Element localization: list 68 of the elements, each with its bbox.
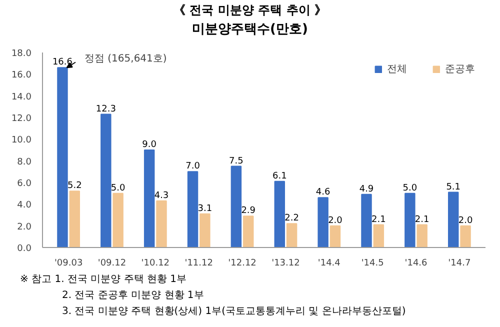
data-label: 9.0 bbox=[142, 140, 157, 150]
bar bbox=[112, 192, 124, 248]
x-tick-label: '11.12 bbox=[184, 258, 213, 268]
data-label: 2.0 bbox=[328, 216, 343, 226]
bar bbox=[230, 166, 242, 248]
y-tick-label: 2.0 bbox=[17, 222, 32, 232]
bar bbox=[361, 194, 372, 248]
text: ※ 참고 1. 전국 미분양 주택 현황 1부 bbox=[19, 273, 188, 287]
bar bbox=[243, 216, 254, 248]
x-tick-label: '14.5 bbox=[361, 258, 384, 268]
bar bbox=[57, 67, 68, 248]
y-tick-label: 10.0 bbox=[11, 136, 32, 146]
data-label: 6.1 bbox=[272, 171, 287, 182]
text: 2. 전국 준공후 미분양 현황 1부 bbox=[61, 289, 205, 303]
bar bbox=[416, 224, 428, 248]
data-label: 5.0 bbox=[402, 183, 418, 194]
bar bbox=[448, 192, 459, 248]
x-tick-label: '13.12 bbox=[272, 258, 300, 268]
x-tick-label: '14.4 bbox=[318, 258, 341, 268]
bar bbox=[373, 224, 384, 248]
bar bbox=[460, 225, 471, 248]
bar bbox=[200, 213, 210, 248]
y-tick-label: 14.0 bbox=[11, 92, 32, 102]
chart-title: 《 전국 미분양 주택 추이 》 bbox=[174, 2, 326, 19]
bar bbox=[404, 192, 416, 248]
y-tick-label: 12.0 bbox=[11, 114, 32, 124]
y-tick-label: 8.0 bbox=[17, 157, 32, 168]
bar bbox=[69, 190, 80, 248]
x-tick-label: '09.03 bbox=[54, 258, 83, 268]
data-label: 7.5 bbox=[229, 156, 244, 166]
legend-label: 전체 bbox=[387, 63, 407, 76]
data-label: 7.0 bbox=[186, 162, 200, 172]
data-label: 2.1 bbox=[372, 214, 386, 225]
data-label: 2.0 bbox=[458, 216, 473, 226]
x-tick-label: '12.12 bbox=[228, 258, 256, 268]
data-label: 2.2 bbox=[284, 214, 299, 224]
bar bbox=[156, 200, 167, 248]
data-label: 3.1 bbox=[198, 204, 212, 214]
legend-label: 준공후 bbox=[445, 63, 475, 76]
text: 3. 전국 미분양 주택 현황(상세) 1부(국토교통통계누리 및 온나라부동산포털) bbox=[61, 305, 406, 319]
y-tick-label: 18.0 bbox=[11, 49, 32, 59]
chart-subtitle: 미분양주택수(만호) bbox=[192, 21, 308, 39]
x-tick-label: '10.12 bbox=[141, 258, 170, 268]
bar bbox=[144, 150, 155, 248]
data-label: 5.2 bbox=[67, 181, 82, 192]
y-tick-label: 16.0 bbox=[11, 70, 32, 81]
annotation: 정점 (165,641호) bbox=[84, 54, 167, 65]
bar bbox=[187, 171, 198, 248]
bar bbox=[100, 114, 112, 248]
data-label: 4.3 bbox=[154, 190, 169, 201]
bar bbox=[330, 225, 341, 248]
data-label: 16.6 bbox=[52, 58, 73, 68]
x-tick-label: '09.12 bbox=[98, 258, 126, 268]
data-label: 5.0 bbox=[110, 183, 126, 194]
data-label: 4.9 bbox=[359, 184, 374, 194]
x-tick-label: '14.6 bbox=[404, 258, 428, 268]
y-tick-label: 0.0 bbox=[17, 244, 32, 254]
bar bbox=[274, 180, 285, 248]
data-label: 4.6 bbox=[316, 188, 330, 198]
bar bbox=[318, 197, 328, 248]
data-label: 2.9 bbox=[241, 206, 256, 216]
x-tick-label: '14.7 bbox=[448, 258, 471, 268]
data-label: 12.3 bbox=[96, 104, 116, 114]
data-label: 2.1 bbox=[414, 214, 430, 225]
data-label: 5.1 bbox=[446, 182, 461, 192]
bar bbox=[286, 223, 298, 248]
y-tick-label: 4.0 bbox=[17, 200, 32, 211]
y-tick-label: 6.0 bbox=[17, 179, 32, 189]
